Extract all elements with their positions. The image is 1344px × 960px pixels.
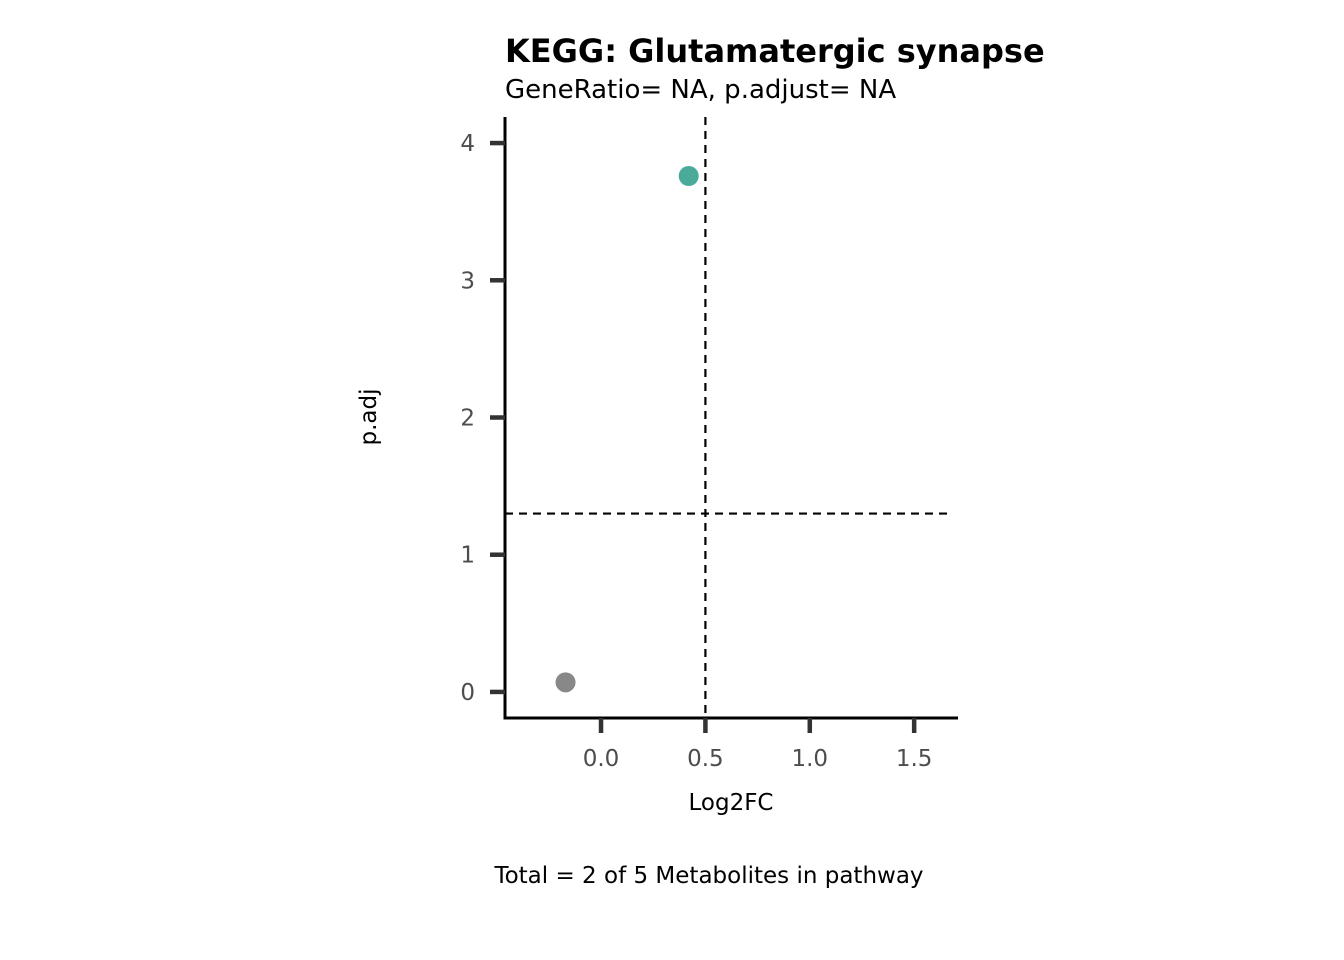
chart-caption: Total = 2 of 5 Metabolites in pathway (493, 863, 923, 889)
x-tick-label: 0.0 (583, 746, 620, 772)
x-tick-label: 1.5 (896, 746, 933, 772)
y-tick-label: 4 (460, 131, 475, 157)
y-tick-label: 3 (460, 268, 475, 294)
x-tick-label: 0.5 (687, 746, 724, 772)
y-tick-label: 1 (460, 543, 475, 569)
data-point-2 (678, 166, 699, 187)
x-axis-label: Log2FC (688, 790, 773, 816)
axes: 0 1 2 3 4 0.0 0.5 1.0 1.5 (460, 117, 958, 772)
y-tick-label: 2 (460, 406, 475, 432)
reference-lines (505, 117, 950, 718)
data-point-1 (555, 672, 576, 693)
data-points (555, 166, 699, 693)
chart-title: KEGG: Glutamatergic synapse (505, 32, 1045, 70)
y-tick-label: 0 (460, 680, 475, 706)
x-tick-label: 1.0 (791, 746, 828, 772)
chart-subtitle: GeneRatio= NA, p.adjust= NA (505, 75, 896, 105)
y-axis-label: p.adj (356, 389, 382, 446)
